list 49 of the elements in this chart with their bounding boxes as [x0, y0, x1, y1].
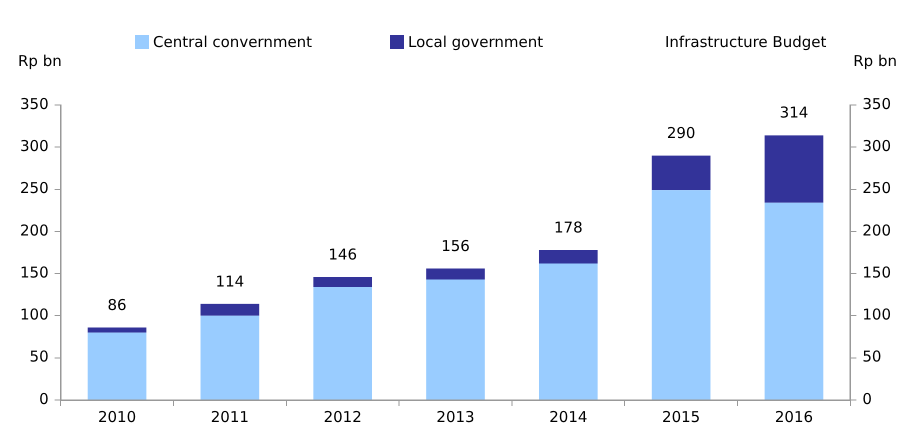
bar	[652, 190, 710, 400]
bar	[88, 332, 146, 400]
y-tick-label: 0	[39, 390, 49, 408]
y2-tick-label: 350	[862, 94, 892, 113]
y2-tick-label: 100	[862, 306, 892, 324]
y2-tick-label: 150	[862, 263, 892, 282]
y2-tick-label: 200	[862, 221, 892, 240]
x-tick-label: 2011	[210, 408, 249, 426]
bar	[426, 268, 485, 280]
legend-title: Infrastructure Budget	[665, 33, 826, 51]
y2-axis-title: Rp bn	[853, 52, 897, 70]
x-tick-label: 2010	[98, 408, 136, 426]
bar	[200, 304, 260, 316]
x-tick-label: 2012	[324, 408, 362, 426]
y2-tick-label: 300	[862, 137, 892, 156]
y-tick-label: 100	[20, 306, 49, 324]
total-label: 290	[666, 124, 696, 142]
total-label: 156	[441, 236, 470, 255]
bar	[426, 279, 485, 400]
bar	[313, 287, 372, 400]
x-tick-label: 2013	[436, 408, 475, 426]
bar	[200, 316, 260, 400]
bar	[652, 156, 710, 190]
total-label: 314	[780, 104, 808, 122]
x-tick-label: 2016	[774, 408, 814, 426]
y-tick-label: 150	[20, 263, 49, 282]
y2-tick-label: 250	[862, 179, 892, 198]
y-tick-label: 300	[20, 137, 49, 156]
bar	[764, 135, 824, 203]
y-tick-label: 50	[30, 348, 49, 366]
bar	[313, 276, 372, 288]
y-tick-label: 250	[20, 179, 49, 198]
y2-tick-label: 50	[862, 348, 882, 366]
bar	[88, 328, 146, 333]
y2-tick-label: 0	[862, 390, 872, 408]
total-label: 178	[554, 218, 583, 236]
legend-label: Local government	[408, 33, 544, 51]
bar	[538, 250, 598, 264]
bar	[538, 263, 598, 400]
bar	[764, 202, 824, 400]
y-tick-label: 350	[20, 94, 49, 113]
x-tick-label: 2015	[662, 408, 700, 426]
x-tick-label: 2014	[549, 408, 588, 426]
total-label: 114	[216, 272, 244, 290]
legend-label: Central convernment	[153, 33, 312, 51]
total-label: 146	[328, 245, 357, 264]
y-axis-title: Rp bn	[18, 52, 62, 70]
y-tick-label: 200	[20, 221, 49, 240]
total-label: 86	[107, 296, 127, 314]
